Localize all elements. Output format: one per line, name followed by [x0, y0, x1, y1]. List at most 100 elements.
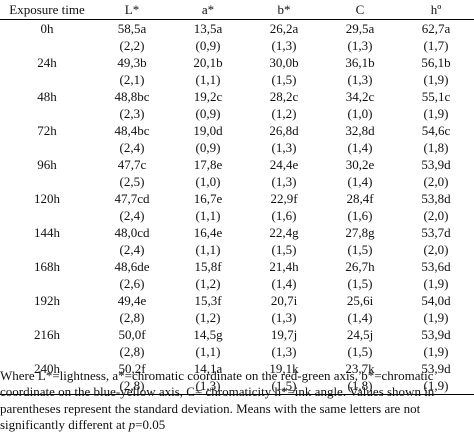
table-row-sd: (2,8) (1,1) (1,3) (1,5) (1,9) — [0, 343, 474, 360]
std-dev-cell: (2,5) — [119, 174, 145, 189]
footnote-line: Where L*=lightness, a*=chromatic coordin… — [0, 368, 434, 383]
table-body: 0h 58,5a 13,5a 26,2a 29,5a 62,7a (2,2) (0,9) (1,… — [0, 20, 474, 395]
std-dev-cell: (2,4) — [119, 242, 145, 257]
mean-value-cell: 19,7j — [270, 327, 298, 342]
mean-value-cell: 24,4e — [269, 157, 299, 172]
std-dev-cell: (1,4) — [347, 310, 373, 325]
empty-cell — [0, 71, 94, 88]
std-dev-cell: (1,6) — [347, 208, 373, 223]
footnote-text: =0.05 — [135, 417, 166, 433]
std-dev-cell: (0,9) — [195, 140, 221, 155]
std-dev-cell: (2,4) — [119, 208, 145, 223]
mean-value-cell: 53,9d — [421, 327, 451, 342]
footnote-line: parentheses represent the standard devia… — [0, 400, 421, 416]
mean-value-cell: 47,7cd — [114, 191, 150, 206]
mean-value-cell: 36,1b — [345, 55, 375, 70]
std-dev-cell: (2,8) — [94, 377, 170, 395]
table-row: 168h 48,6de 15,8f 21,4h 26,7h 53,6d — [0, 258, 474, 275]
std-dev-cell: (2,0) — [423, 208, 449, 223]
mean-value-cell: 53,9d — [421, 157, 451, 172]
mean-value-cell: 47,7c — [117, 157, 147, 172]
exposure-time-cell: 0h — [40, 21, 54, 36]
footnote-line: coordinate on the blue-yellow axis, C= c… — [0, 384, 435, 400]
std-dev-cell: (1,9) — [423, 276, 449, 291]
std-dev-cell: (2,2) — [119, 38, 145, 53]
table-row-sd: (2,4) (1,1) (1,5) (1,5) (2,0) — [0, 241, 474, 258]
table-row: 24h 49,3b 20,1b 30,0b 36,1b 56,1b — [0, 54, 474, 71]
table-row: 144h 48,0cd 16,4e 22,4g 27,8g 53,7d — [0, 224, 474, 241]
exposure-time-cell: 192h — [34, 293, 60, 308]
mean-value-cell: 15,3f — [194, 293, 222, 308]
mean-value-cell: 34,2c — [345, 89, 375, 104]
table-row-sd: (2,8) (1,2) (1,3) (1,4) (1,9) — [0, 309, 474, 326]
exposure-time-cell: 168h — [34, 259, 60, 274]
std-dev-cell: (1,3) — [347, 38, 373, 53]
mean-value-cell: 48,8bc — [114, 89, 150, 104]
mean-value-cell: 20,1b — [193, 55, 223, 70]
mean-value-cell: 50,2f — [118, 361, 146, 376]
exposure-time-cell: 96h — [37, 157, 57, 172]
footnote-text: significantly different at — [0, 417, 129, 433]
exposure-time-cell: 48h — [37, 89, 57, 104]
empty-cell — [0, 309, 94, 326]
mean-value-cell: 14,1a — [193, 361, 223, 376]
header-exposure-time: Exposure time — [0, 0, 94, 20]
table-row-sd: (2,5) (1,0) (1,3) (1,4) (2,0) — [0, 173, 474, 190]
empty-cell — [0, 207, 94, 224]
mean-value-cell: 14,5g — [193, 327, 223, 342]
exposure-time-cell: 120h — [34, 191, 60, 206]
mean-value-cell: 25,6i — [346, 293, 374, 308]
std-dev-cell: (1,3) — [271, 174, 297, 189]
mean-value-cell: 62,7a — [421, 21, 451, 36]
mean-value-cell: 28,4f — [346, 191, 374, 206]
std-dev-cell: (2,8) — [119, 310, 145, 325]
table-row: 192h 49,4e 15,3f 20,7i 25,6i 54,0d — [0, 292, 474, 309]
empty-cell — [0, 105, 94, 122]
std-dev-cell: (1,1) — [195, 344, 221, 359]
std-dev-cell: (1,5) — [347, 276, 373, 291]
table-row-sd: (2,4) (1,1) (1,6) (1,6) (2,0) — [0, 207, 474, 224]
mean-value-cell: 29,5a — [345, 21, 375, 36]
empty-cell — [0, 37, 94, 54]
mean-value-cell: 28,2c — [269, 89, 299, 104]
std-dev-cell: (2,1) — [119, 72, 145, 87]
empty-cell — [0, 275, 94, 292]
mean-value-cell: 54,0d — [421, 293, 451, 308]
exposure-time-cell: 240h — [34, 361, 60, 376]
std-dev-cell: (0,9) — [195, 38, 221, 53]
mean-value-cell: 49,3b — [117, 55, 147, 70]
mean-value-cell: 48,6de — [114, 259, 150, 274]
table-row: 120h 47,7cd 16,7e 22,9f 28,4f 53,8d — [0, 190, 474, 207]
std-dev-cell: (1,2) — [271, 106, 297, 121]
std-dev-cell: (1,4) — [271, 276, 297, 291]
table-row: 48h 48,8bc 19,2c 28,2c 34,2c 55,1c — [0, 88, 474, 105]
std-dev-cell: (1,5) — [347, 344, 373, 359]
std-dev-cell: (2,3) — [119, 106, 145, 121]
mean-value-cell: 20,7i — [270, 293, 298, 308]
mean-value-cell: 32,8d — [345, 123, 375, 138]
table-row-sd: (2,4) (0,9) (1,3) (1,4) (1,8) — [0, 139, 474, 156]
table-row: 240h 50,2f 14,1a 19,1k 23,7k 53,9d — [0, 360, 474, 377]
std-dev-cell: (2,8) — [119, 344, 145, 359]
mean-value-cell: 55,1c — [421, 89, 451, 104]
mean-value-cell: 26,7h — [345, 259, 375, 274]
table-row-sd: (2,8) (1,3) (1,5) (1,8) (1,9) — [0, 377, 474, 395]
empty-cell — [0, 139, 94, 156]
std-dev-cell: (1,5) — [246, 377, 322, 395]
mean-value-cell: 24,5j — [346, 327, 374, 342]
exposure-time-cell: 24h — [37, 55, 57, 70]
std-dev-cell: (1,1) — [195, 208, 221, 223]
std-dev-cell: (1,0) — [347, 106, 373, 121]
empty-cell — [0, 377, 94, 395]
std-dev-cell: (1,9) — [423, 344, 449, 359]
table-header-row: Exposure time L* a* b* C hº — [0, 0, 474, 20]
color-parameters-table: Exposure time L* a* b* C hº 0h 58,5a 13,5a… — [0, 0, 474, 395]
mean-value-cell: 30,2e — [345, 157, 375, 172]
exposure-time-cell: 144h — [34, 225, 60, 240]
std-dev-cell: (1,3) — [271, 310, 297, 325]
table-footnote: Where L*=lightness, a*=chromatic coordin… — [0, 368, 474, 434]
p-value-symbol: p — [128, 417, 136, 433]
mean-value-cell: 23,7k — [345, 361, 375, 376]
mean-value-cell: 53,7d — [421, 225, 451, 240]
